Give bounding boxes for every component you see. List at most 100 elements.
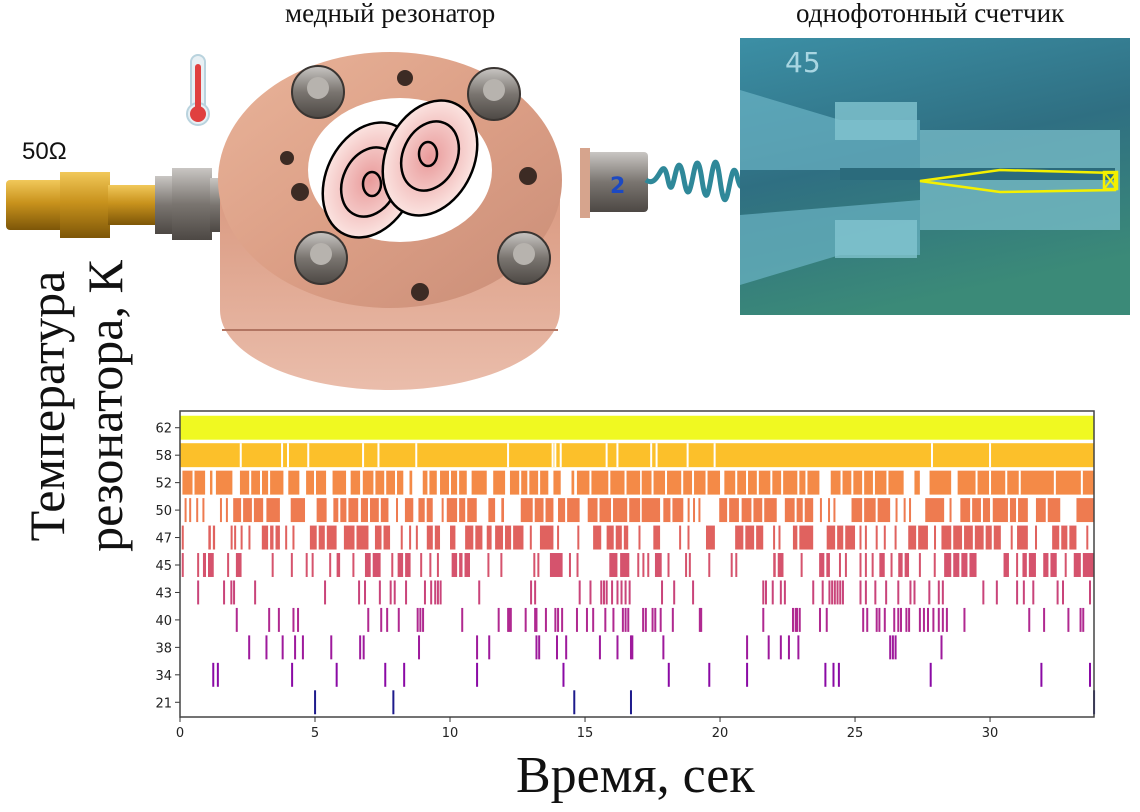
- event-mark-43: [605, 580, 608, 605]
- event-mark-40: [397, 607, 400, 632]
- event-mark-47: [292, 525, 295, 550]
- event-mark-40: [893, 607, 896, 632]
- event-gap-50: [346, 498, 349, 523]
- event-mark-40: [908, 607, 911, 632]
- event-gap-50: [457, 498, 460, 523]
- event-gap-45: [1048, 553, 1051, 577]
- event-gap-47: [613, 525, 616, 550]
- event-mark-40: [575, 607, 578, 632]
- event-mark-52: [362, 470, 404, 495]
- event-gap-52: [192, 470, 195, 495]
- event-gap-45: [403, 553, 406, 577]
- y-tick-label: 43: [155, 586, 172, 601]
- event-mark-43: [836, 580, 839, 605]
- event-mark-40: [796, 607, 799, 632]
- event-mark-50: [587, 498, 641, 523]
- event-gap-58: [713, 443, 716, 468]
- event-mark-45: [773, 553, 784, 577]
- event-gap-52: [665, 470, 668, 495]
- event-gap-52: [705, 470, 708, 495]
- event-mark-45: [364, 553, 381, 577]
- impedance-label: 50Ω: [22, 138, 67, 165]
- event-gap-58: [989, 443, 992, 468]
- event-mark-50: [488, 498, 496, 523]
- event-mark-50: [1035, 498, 1061, 523]
- event-gap-50: [565, 498, 568, 523]
- event-mark-43: [439, 580, 442, 605]
- event-gap-45: [967, 553, 970, 577]
- event-mark-50: [1076, 498, 1094, 523]
- event-gap-52: [781, 470, 784, 495]
- event-mark-40: [937, 607, 940, 632]
- connector-number: 2: [610, 174, 625, 199]
- event-mark-45: [549, 553, 563, 577]
- event-gap-47: [797, 525, 800, 550]
- event-mark-45: [311, 553, 314, 577]
- event-mark-52: [553, 470, 561, 495]
- event-mark-38: [797, 635, 800, 660]
- event-gap-47: [1059, 525, 1062, 550]
- event-mark-45: [1064, 553, 1067, 577]
- event-gap-47: [473, 525, 476, 550]
- event-mark-40: [945, 607, 948, 632]
- event-mark-43: [821, 580, 824, 605]
- event-gap-52: [527, 470, 530, 495]
- event-mark-43: [378, 580, 381, 605]
- event-mark-62: [180, 415, 1094, 440]
- event-mark-45: [838, 553, 841, 577]
- event-gap-50: [611, 498, 614, 523]
- event-gap-58: [655, 443, 658, 468]
- event-mark-45: [500, 553, 503, 577]
- event-gap-58: [559, 443, 562, 468]
- event-gap-50: [762, 498, 765, 523]
- event-mark-52: [641, 470, 721, 495]
- event-gap-52: [395, 470, 398, 495]
- event-mark-45: [436, 553, 439, 577]
- event-mark-50: [693, 498, 696, 523]
- event-mark-38: [301, 635, 304, 660]
- event-mark-45: [609, 553, 618, 577]
- event-mark-45: [871, 553, 874, 577]
- event-mark-52: [471, 470, 487, 495]
- event-mark-40: [791, 607, 794, 632]
- photon-counter-photo: 2 45: [580, 38, 1130, 315]
- event-mark-45: [647, 553, 650, 577]
- event-mark-40: [507, 607, 510, 632]
- event-gap-52: [735, 470, 738, 495]
- event-mark-34: [212, 662, 215, 687]
- event-gap-45: [824, 553, 827, 577]
- event-mark-40: [461, 607, 464, 632]
- event-mark-52: [929, 470, 952, 495]
- event-mark-50: [925, 498, 945, 523]
- event-mark-45: [890, 553, 893, 577]
- event-mark-43: [762, 580, 765, 605]
- event-mark-21: [573, 690, 576, 715]
- event-mark-38: [629, 635, 632, 660]
- event-mark-40: [941, 607, 944, 632]
- event-mark-40: [1028, 607, 1031, 632]
- y-axis-title-line-2: резонатора, К: [77, 260, 133, 552]
- event-mark-47: [593, 525, 602, 550]
- event-mark-40: [535, 607, 538, 632]
- event-gap-47: [743, 525, 746, 550]
- event-mark-45: [181, 553, 184, 577]
- event-mark-38: [767, 635, 770, 660]
- event-mark-43: [841, 580, 844, 605]
- event-mark-45: [1003, 553, 1009, 577]
- event-mark-43: [254, 580, 257, 605]
- event-mark-40: [380, 607, 383, 632]
- event-gap-47: [268, 525, 271, 550]
- event-mark-43: [913, 580, 916, 605]
- event-mark-52: [830, 470, 904, 495]
- event-gap-52: [651, 470, 654, 495]
- event-gap-52: [373, 470, 376, 495]
- event-gap-47: [621, 525, 624, 550]
- event-gap-47: [835, 525, 838, 550]
- event-mark-52: [440, 470, 467, 495]
- event-mark-40: [585, 607, 588, 632]
- event-mark-38: [891, 635, 894, 660]
- event-mark-43: [928, 580, 931, 605]
- event-gap-47: [754, 525, 757, 550]
- event-mark-47: [773, 525, 776, 550]
- event-gap-58: [362, 443, 365, 468]
